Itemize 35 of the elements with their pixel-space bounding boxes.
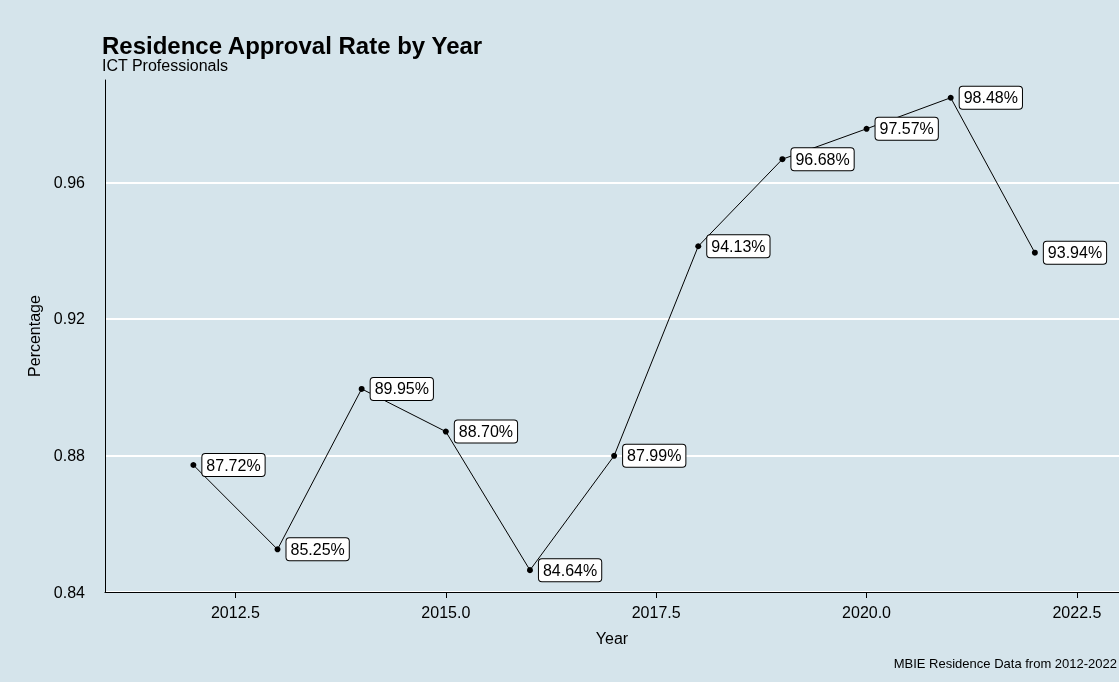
point (358, 385, 365, 392)
point (190, 462, 197, 469)
point (947, 94, 954, 101)
point (442, 428, 449, 435)
y-tick-label: 0.96 (53, 173, 86, 191)
x-tick-label: 2020.0 (842, 603, 892, 621)
x-axis-title: Year (595, 629, 629, 647)
data-label: 97.57% (879, 120, 934, 138)
point (779, 156, 786, 163)
y-tick-label: 0.88 (53, 446, 86, 464)
data-label: 88.70% (458, 423, 514, 441)
point (695, 243, 702, 250)
y-axis-title: Percentage (26, 294, 44, 377)
data-label: 98.48% (963, 89, 1018, 107)
data-label: 87.72% (206, 456, 261, 474)
data-label: 85.25% (290, 540, 345, 558)
y-tick-label: 0.92 (53, 310, 86, 328)
data-label: 94.13% (711, 237, 766, 255)
data-label: 93.94% (1047, 244, 1103, 262)
text: MBIE Residence Data from 2012-2022 (893, 656, 1118, 671)
x-tick-label: 2015.0 (421, 603, 471, 621)
data-label: 96.68% (795, 150, 850, 168)
x-tick-label: 2022.5 (1052, 603, 1102, 621)
y-tick-label: 0.84 (53, 583, 86, 601)
x-tick-label: 2012.5 (210, 603, 260, 621)
data-label: 87.99% (627, 447, 682, 465)
x-tick-label: 2017.5 (631, 603, 681, 621)
point (863, 125, 870, 132)
point (1031, 249, 1038, 256)
point (611, 452, 618, 459)
data-label: 84.64% (542, 561, 598, 579)
chart-subtitle: ICT Professionals (102, 56, 228, 74)
data-label: 89.95% (374, 380, 429, 398)
chart-title: Residence Approval Rate by Year (102, 31, 483, 59)
point (526, 567, 533, 574)
